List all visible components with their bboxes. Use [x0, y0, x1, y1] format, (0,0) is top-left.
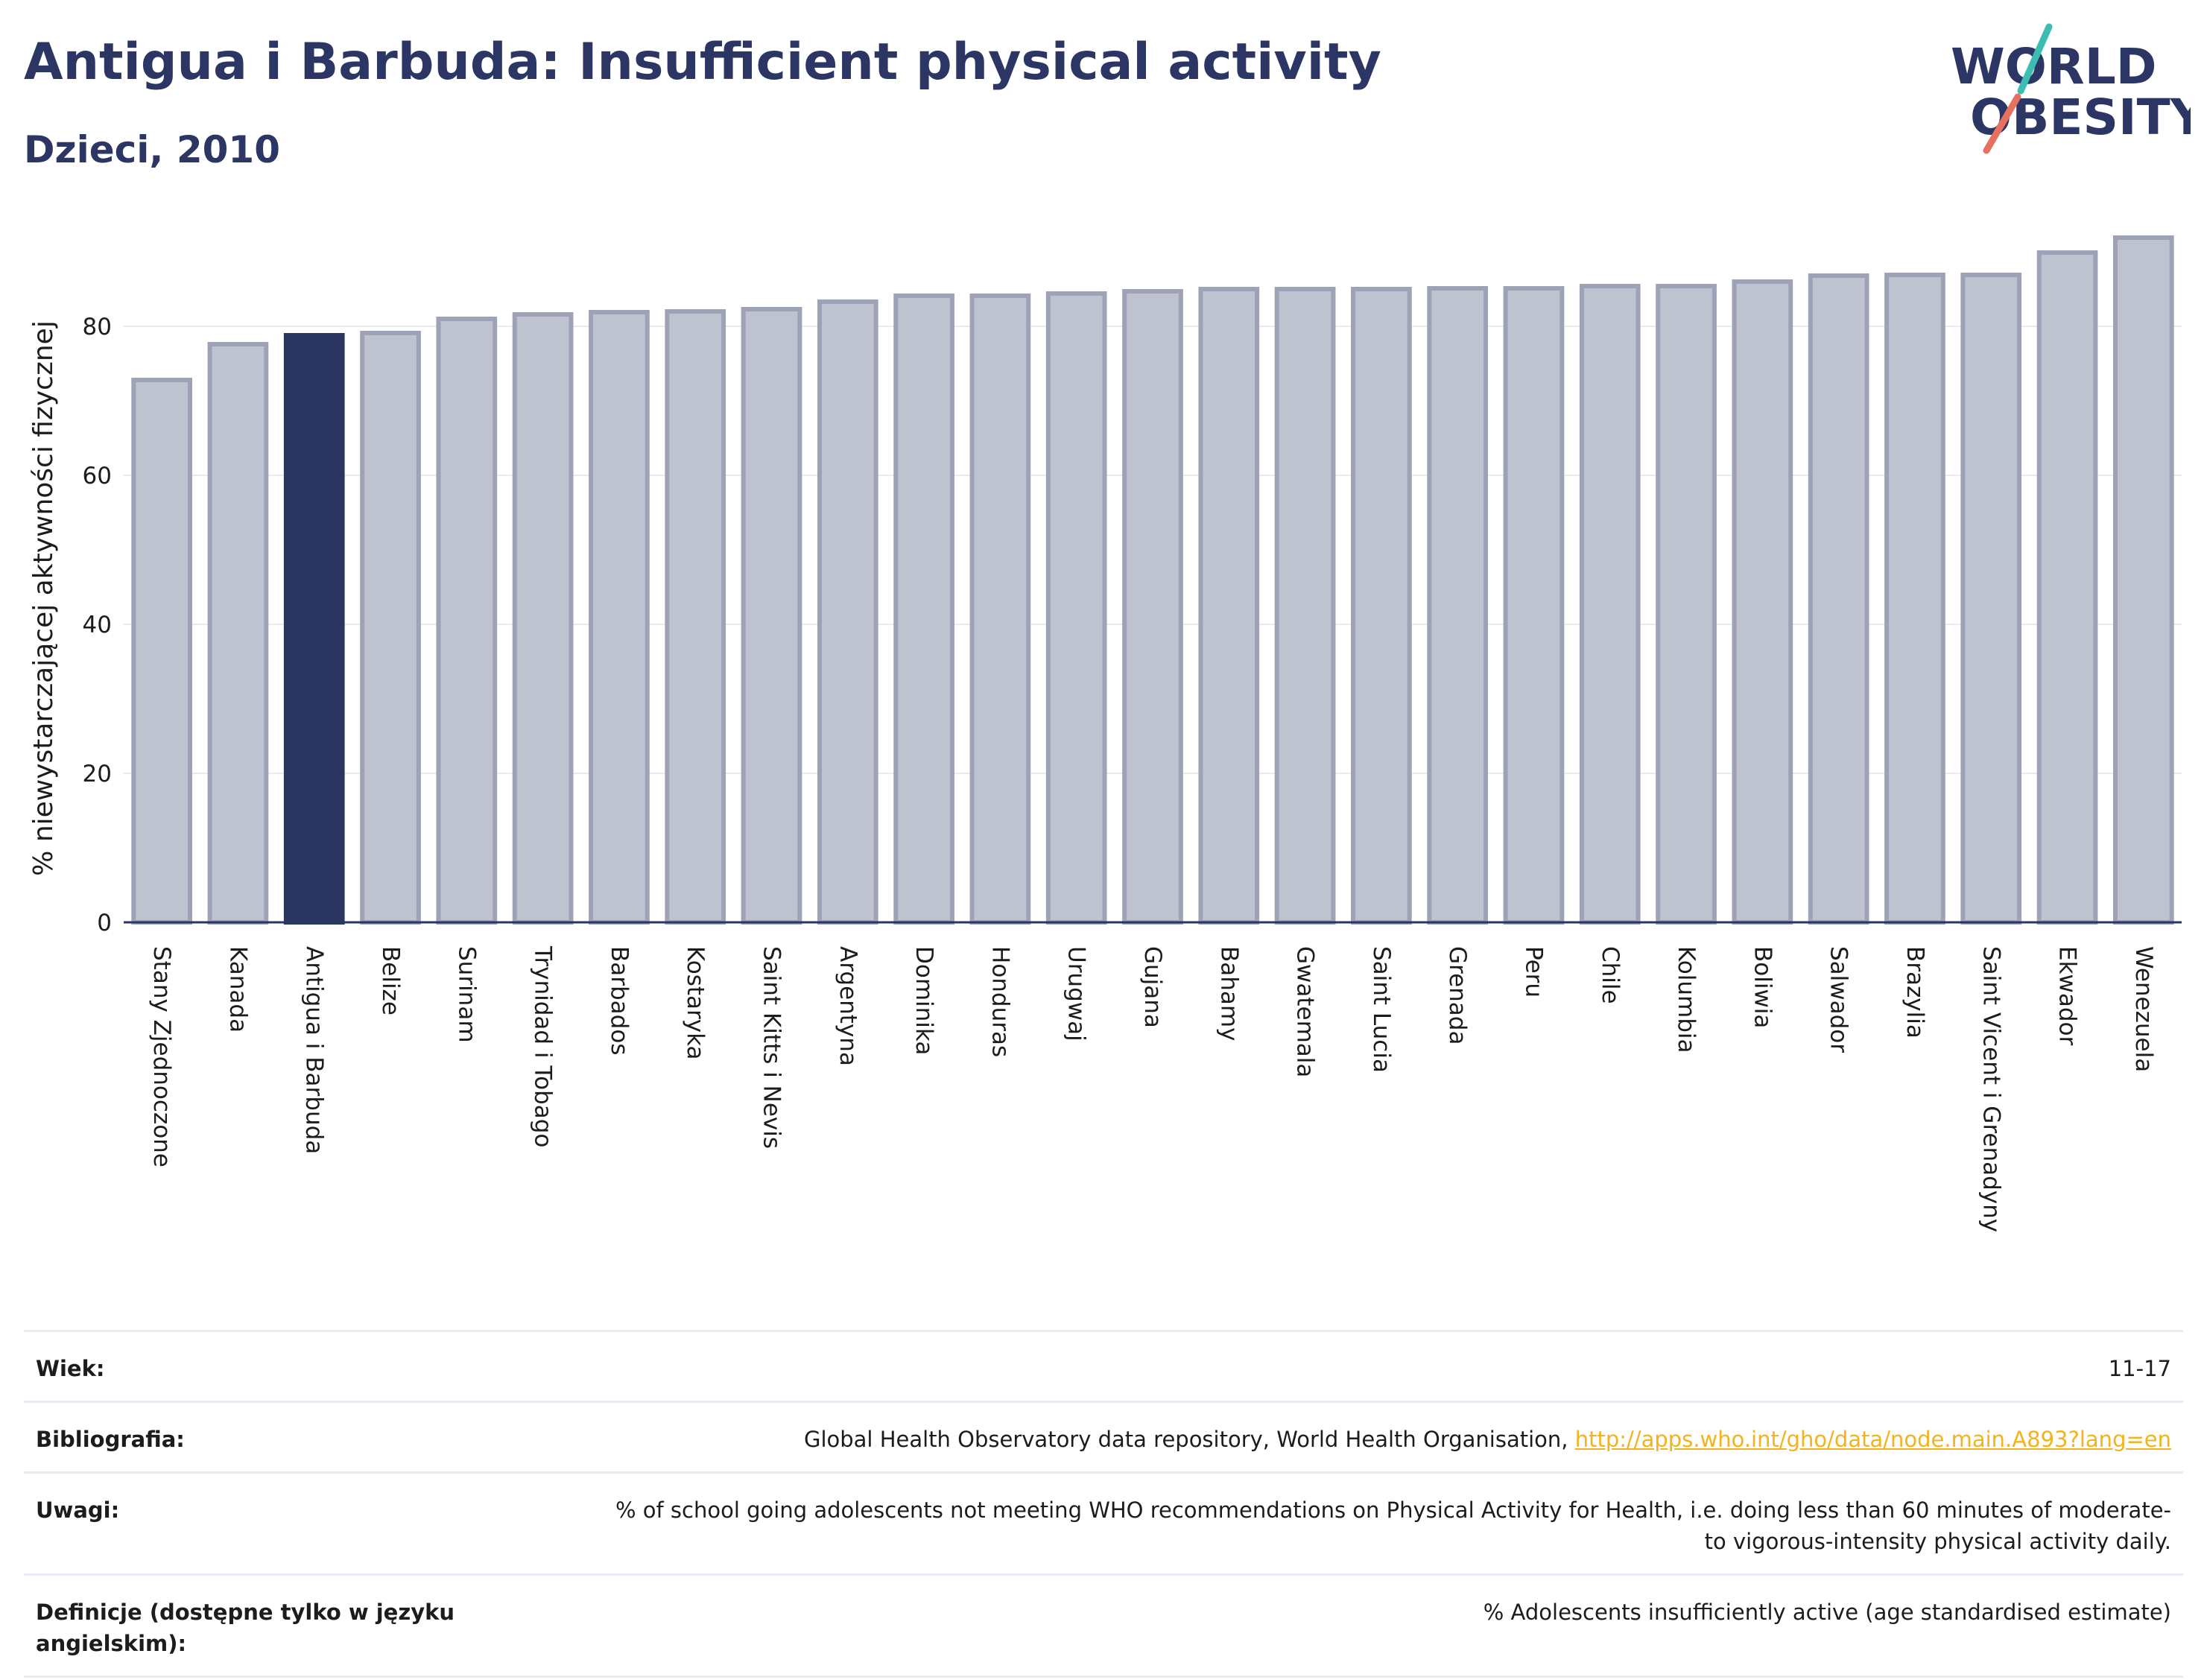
bar-argentyna: [817, 299, 878, 925]
x-tick-label: Saint Lucia: [1368, 946, 1395, 1073]
x-tick-label: Bahamy: [1215, 946, 1242, 1041]
bar-wenezuela: [2113, 235, 2174, 925]
x-tick-label: Wenezuela: [2130, 946, 2157, 1072]
world-obesity-logo: WORLD OBESITY: [1951, 23, 2191, 154]
labels: 0 20 40 60 80 Stany Zjednoczone Kanada Antigua …: [28, 314, 2157, 1232]
bar-kolumbia: [1656, 284, 1717, 925]
x-tick-label: Surinam: [453, 946, 480, 1043]
bar-grenada: [1427, 286, 1489, 925]
x-tick-label: Kanada: [224, 946, 251, 1033]
x-tick-label: Saint Vicent i Grenadyny: [1977, 946, 2004, 1232]
x-tick-label: Peru: [1520, 946, 1547, 998]
x-tick-label: Grenada: [1444, 946, 1471, 1045]
x-tick-label: Salwador: [1825, 946, 1852, 1053]
info-label: Definicje (dostępne tylko w języku angie…: [36, 1600, 455, 1656]
bars: [131, 235, 2174, 925]
bar-chile: [1579, 284, 1641, 925]
y-axis-title: % niewystarczającej aktywności fizycznej: [28, 320, 59, 876]
bar-urugwaj: [1045, 291, 1107, 925]
bar-chart: 0 20 40 60 80 Stany Zjednoczone Kanada Antigua …: [28, 235, 2182, 1232]
bar-saint-vicent-i-grenadyny: [1960, 273, 2022, 925]
bar-stany-zjednoczone: [131, 378, 192, 925]
bar-dominika: [893, 294, 954, 925]
x-tick-label: Barbados: [606, 946, 633, 1055]
x-tick-label: Trynidad i Tobago: [530, 945, 557, 1147]
bar-gujana: [1122, 289, 1183, 925]
bar-salwador: [1808, 273, 1869, 925]
y-tick-label: 40: [83, 612, 112, 638]
y-tick-label: 80: [83, 314, 112, 340]
source-link[interactable]: http://apps.who.int/gho/data/node.main.A…: [1574, 1427, 2171, 1452]
x-tick-label: Argentyna: [835, 946, 861, 1066]
info-value: % Adolescents insufficiently active (age…: [1483, 1600, 2171, 1625]
bar-trynidad-i-tobago: [512, 312, 574, 925]
info-row-bibliography: Bibliografia: Global Health Observatory …: [24, 1401, 2183, 1471]
y-tick-label: 20: [83, 761, 112, 787]
y-tick-label: 0: [97, 910, 112, 936]
logo-slash-top: [2017, 23, 2053, 95]
bar-barbados: [589, 310, 650, 925]
bar-brazylia: [1884, 273, 1945, 925]
x-tick-label: Chile: [1597, 946, 1624, 1004]
bar-boliwia: [1732, 279, 1793, 925]
bar-kostaryka: [665, 309, 726, 925]
info-table: Wiek: 11-17 Bibliografia: Global Health …: [24, 1330, 2183, 1678]
x-tick-label: Brazylia: [1901, 946, 1928, 1039]
x-tick-label: Kostaryka: [682, 946, 709, 1060]
info-value: Global Health Observatory data repositor…: [498, 1424, 2171, 1455]
x-tick-label: Boliwia: [1749, 946, 1776, 1028]
info-value: 11-17: [2108, 1356, 2171, 1381]
bar-gwatemala: [1274, 287, 1336, 925]
bar-kanada: [207, 342, 269, 925]
bar-peru: [1503, 286, 1565, 925]
chart-subtitle: Dzieci, 2010: [24, 128, 280, 171]
info-label: Uwagi:: [36, 1497, 120, 1523]
bar-saint-lucia: [1351, 287, 1412, 925]
bar-antigua-i-barbuda: [283, 333, 345, 925]
x-tick-label: Urugwaj: [1063, 946, 1090, 1042]
info-row-definitions: Definicje (dostępne tylko w języku angie…: [24, 1573, 2183, 1678]
bar-surinam: [436, 317, 498, 925]
bar-bahamy: [1198, 287, 1260, 925]
x-tick-label: Saint Kitts i Nevis: [759, 946, 785, 1149]
bar-belize: [360, 331, 421, 925]
info-label: Bibliografia:: [36, 1427, 185, 1452]
y-tick-label: 60: [83, 463, 112, 489]
info-row-age: Wiek: 11-17: [24, 1330, 2183, 1401]
x-tick-label: Kolumbia: [1673, 946, 1700, 1053]
chart-title: Antigua i Barbuda: Insufficient physical…: [24, 33, 1381, 92]
info-value: % of school going adolescents not meetin…: [615, 1497, 2171, 1554]
x-tick-label: Ekwador: [2054, 946, 2081, 1046]
x-tick-label: Stany Zjednoczone: [148, 946, 175, 1167]
logo-slash-bottom: [1983, 93, 2021, 154]
bar-ekwador: [2036, 250, 2098, 925]
info-label: Wiek:: [36, 1356, 105, 1381]
bar-honduras: [969, 294, 1031, 925]
x-tick-label: Gwatemala: [1292, 946, 1319, 1077]
x-tick-label: Dominika: [911, 946, 937, 1055]
bar-saint-kitts-i-nevis: [741, 307, 802, 925]
x-tick-label: Antigua i Barbuda: [301, 946, 328, 1154]
x-tick-label: Honduras: [987, 946, 1013, 1057]
x-tick-label: Belize: [377, 946, 404, 1015]
bibliography-text: Global Health Observatory data repositor…: [803, 1427, 1568, 1452]
info-row-notes: Uwagi: % of school going adolescents not…: [24, 1471, 2183, 1573]
x-tick-label: Gujana: [1139, 946, 1166, 1028]
logo-line1: WORLD: [1951, 38, 2157, 95]
